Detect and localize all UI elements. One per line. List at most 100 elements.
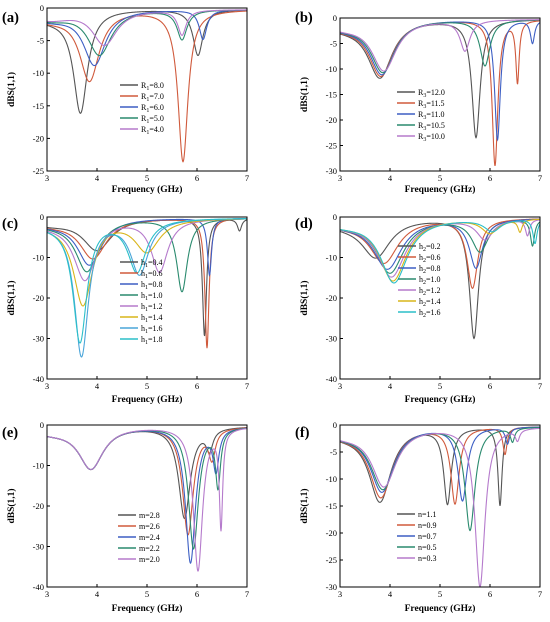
series-line (47, 9, 247, 67)
x-tick-label: 4 (95, 173, 100, 183)
y-axis-label: dBS(1,1) (299, 488, 310, 523)
series-line (47, 427, 247, 565)
y-tick-label: 0 (40, 420, 44, 430)
x-tick-label: 4 (388, 173, 393, 183)
y-tick-label: 0 (333, 13, 337, 23)
panel-label: (e) (2, 425, 18, 441)
x-axis-label: Frequency (GHz) (405, 184, 476, 195)
series-line (340, 427, 540, 587)
panel-label: (b) (295, 10, 313, 26)
x-tick-label: 4 (388, 589, 393, 599)
x-tick-label: 5 (438, 381, 442, 391)
y-tick-label: -10 (33, 461, 44, 471)
y-tick-label: -15 (33, 101, 44, 111)
y-tick-label: -25 (33, 166, 44, 176)
x-tick-label: 5 (145, 381, 149, 391)
y-axis-label: dBS(1,1) (299, 280, 310, 315)
y-tick-label: -30 (326, 166, 337, 176)
series-line (47, 217, 247, 277)
x-tick-label: 7 (538, 173, 542, 183)
legend-label: n=0.5 (418, 543, 437, 552)
x-tick-label: 6 (195, 589, 199, 599)
legend-label: h1=1.8 (141, 335, 163, 346)
legend-label: R1=5.0 (141, 114, 164, 125)
x-tick-label: 3 (45, 173, 49, 183)
panel-label: (a) (2, 10, 19, 26)
legend-label: R1=7.0 (141, 92, 164, 103)
y-axis-label: dBS(1,1) (6, 488, 17, 523)
y-tick-label: -30 (326, 334, 337, 344)
legend-label: h2=1.2 (419, 286, 441, 297)
legend-label: h1=1.6 (141, 324, 163, 335)
y-tick-label: -5 (330, 447, 337, 457)
series-line (340, 220, 540, 284)
y-axis-label: dBS(1,1) (299, 77, 310, 112)
x-axis-label: Frequency (GHz) (405, 603, 476, 614)
legend-label: n=0.3 (418, 554, 437, 563)
y-tick-label: -25 (326, 555, 337, 565)
x-tick-label: 5 (145, 173, 149, 183)
y-tick-label: -40 (33, 582, 44, 592)
series-group (340, 19, 540, 166)
x-tick-label: 6 (488, 381, 492, 391)
y-tick-label: -25 (326, 141, 337, 151)
x-tick-label: 3 (338, 589, 342, 599)
legend-label: h1=1.4 (141, 313, 163, 324)
series-group (47, 217, 247, 358)
series-line (47, 218, 247, 344)
series-line (340, 19, 540, 74)
legend-label: h2=1.6 (419, 308, 441, 319)
legend: h1=0.4h1=0.6h1=0.8h1=1.0h1=1.2h1=1.4h1=1… (120, 258, 163, 346)
x-tick-label: 5 (438, 173, 442, 183)
series-line (47, 428, 247, 572)
x-tick-label: 3 (338, 381, 342, 391)
legend-label: R3=11.0 (418, 110, 445, 121)
y-tick-label: -10 (326, 253, 337, 263)
y-tick-label: -5 (37, 36, 44, 46)
x-tick-label: 6 (488, 173, 492, 183)
legend-label: R3=12.0 (418, 88, 445, 99)
x-tick-label: 6 (488, 589, 492, 599)
legend-label: h2=0.2 (419, 242, 441, 253)
x-tick-label: 3 (338, 173, 342, 183)
series-line (340, 218, 540, 289)
legend-label: R3=10.5 (418, 121, 445, 132)
legend-label: h2=1.0 (419, 275, 441, 286)
legend-label: m=2.4 (139, 533, 160, 542)
x-tick-label: 7 (245, 173, 249, 183)
series-line (47, 10, 247, 163)
panel-label: (c) (2, 216, 18, 232)
legend-label: h1=0.8 (141, 280, 163, 291)
legend-label: m=2.2 (139, 544, 160, 553)
chart-panel: (f) 3 4 5 6 7 -30 -25 -20 -15 -10 -5 0 Frequency (GHz… (295, 420, 542, 614)
series-line (340, 426, 540, 506)
x-tick-label: 4 (95, 381, 100, 391)
x-axis-label: Frequency (GHz) (112, 184, 183, 195)
y-tick-label: 0 (40, 212, 44, 222)
legend-label: h1=1.2 (141, 302, 163, 313)
y-tick-label: -20 (33, 293, 44, 303)
x-tick-label: 5 (438, 589, 442, 599)
legend-label: h2=1.4 (419, 297, 441, 308)
chart-panel: (e) 3 4 5 6 7 -40 -30 -20 -10 0 Frequency (GHz) dBS(… (2, 420, 249, 614)
y-tick-label: -15 (326, 90, 337, 100)
y-axis-label: dBS(1,1) (6, 72, 17, 107)
legend-label: h1=0.4 (141, 258, 163, 269)
y-tick-label: 0 (333, 420, 337, 430)
chart-panel: (a) 3 4 5 6 7 -25 -20 -15 -10 -5 0 Frequency (GHz) dB… (2, 3, 249, 195)
x-tick-label: 7 (245, 381, 249, 391)
y-tick-label: -30 (33, 334, 44, 344)
y-tick-label: -20 (33, 501, 44, 511)
y-tick-label: -10 (33, 253, 44, 263)
y-tick-label: -30 (33, 542, 44, 552)
y-tick-label: 0 (333, 212, 337, 222)
y-tick-label: -15 (326, 501, 337, 511)
x-tick-label: 7 (245, 589, 249, 599)
x-axis-label: Frequency (GHz) (112, 603, 183, 614)
series-line (47, 218, 247, 293)
x-tick-label: 5 (145, 589, 149, 599)
x-tick-label: 6 (195, 173, 199, 183)
legend: R3=12.0R3=11.5R3=11.0R3=10.5R3=10.0 (397, 88, 445, 143)
series-group (340, 218, 540, 340)
series-line (47, 9, 247, 47)
